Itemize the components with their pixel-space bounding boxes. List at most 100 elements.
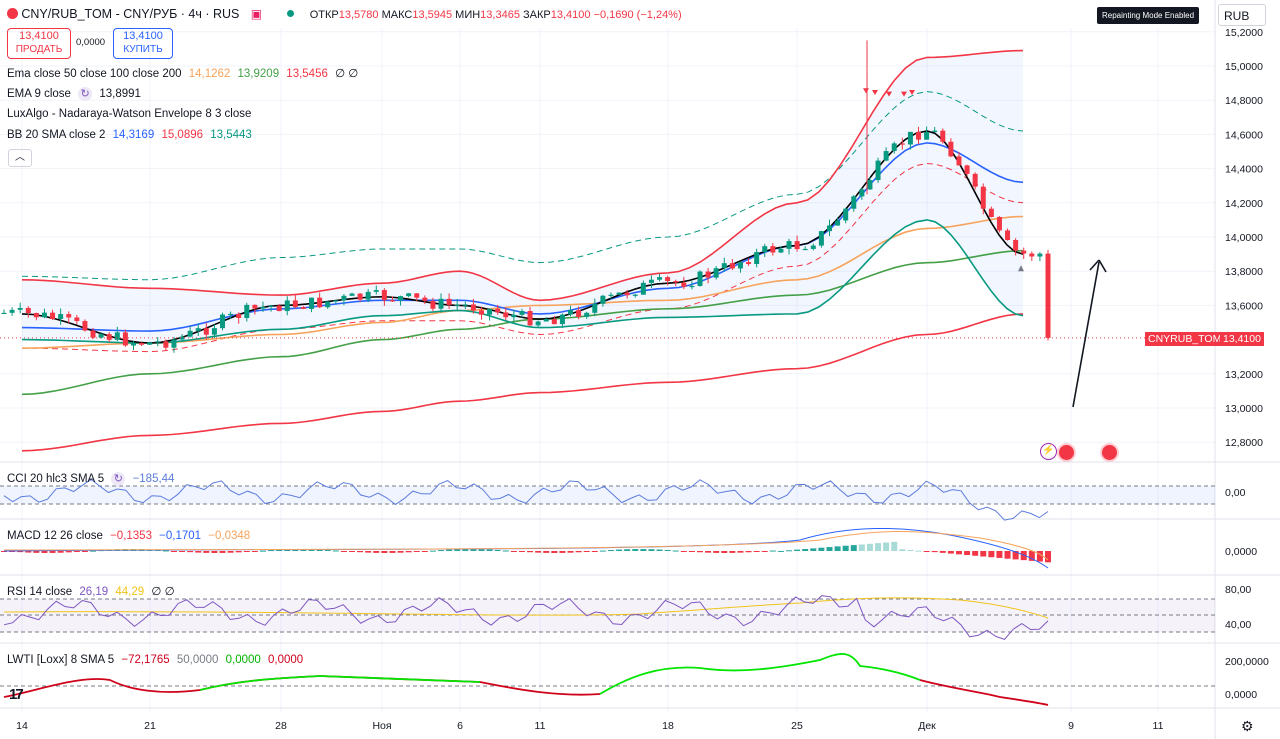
macd-histogram-bar: [1036, 551, 1043, 562]
candle-body: [325, 301, 331, 308]
candle-body: [58, 314, 64, 320]
macd-histogram-bar: [41, 551, 48, 553]
candle-body: [600, 295, 606, 304]
candle-body: [333, 300, 339, 302]
macd-v3: −0,0348: [208, 530, 251, 542]
macd-histogram-bar: [551, 551, 558, 553]
currency-select[interactable]: RUB: [1218, 4, 1266, 26]
lightning-icon[interactable]: ⚡: [1040, 443, 1057, 460]
candle-body: [576, 310, 582, 317]
macd-histogram-bar: [462, 549, 469, 551]
candle-body: [673, 281, 679, 283]
macd-histogram-bar: [527, 551, 534, 553]
sell-signal-marker: [901, 91, 907, 97]
candle-body: [187, 330, 193, 337]
close-value: 13,4100: [550, 9, 591, 21]
macd-histogram-bar: [227, 551, 234, 553]
macd-histogram-bar: [332, 550, 339, 552]
macd-v1: −0,1353: [110, 530, 152, 542]
macd-histogram-bar: [211, 551, 218, 553]
candle-body: [940, 130, 946, 142]
rsi-v1: 26,19: [79, 586, 109, 598]
buy-button[interactable]: 13,4100 КУПИТЬ: [113, 28, 173, 59]
lwti-legend[interactable]: LWTI [Loxx] 8 SMA 5 −72,1765 50,0000 0,0…: [7, 654, 307, 666]
macd-legend[interactable]: MACD 12 26 close −0,1353 −0,1701 −0,0348: [7, 530, 254, 542]
macd-histogram-bar: [688, 551, 695, 552]
macd-histogram-bar: [826, 547, 833, 551]
candle-body: [794, 241, 800, 250]
price-tick-label: 15,2000: [1225, 27, 1263, 39]
legend-bb-v3: 13,5443: [210, 129, 252, 141]
candle-body: [932, 130, 938, 133]
candle-body: [737, 262, 743, 269]
change-value: −0,1690 (−1,24%): [593, 9, 682, 21]
main-plot-area: [0, 40, 1215, 452]
sell-label: ПРОДАТЬ: [15, 44, 63, 55]
macd-histogram-bar: [203, 551, 210, 553]
chevron-up-icon[interactable]: ︿: [8, 149, 32, 167]
candle-body: [972, 173, 978, 187]
tradingview-logo: 17: [9, 686, 24, 703]
candle-body: [786, 241, 792, 249]
candle-body: [778, 248, 784, 253]
macd-histogram-bar: [179, 551, 186, 552]
candle-body: [268, 305, 274, 307]
symbol-logo-icon: [7, 8, 18, 19]
alert-icon[interactable]: ▣: [250, 7, 263, 21]
lwti-label: LWTI [Loxx] 8 SMA 5: [7, 654, 115, 666]
macd-histogram-bar: [1028, 551, 1035, 561]
macd-histogram-bar: [575, 551, 582, 553]
candle-body: [422, 297, 428, 301]
refresh-icon[interactable]: ↻: [78, 87, 93, 101]
candle-body: [309, 297, 315, 309]
legend-ema[interactable]: Ema close 50 close 100 close 200 14,1262…: [7, 66, 362, 80]
event-flag-icon[interactable]: [1057, 443, 1076, 462]
macd-histogram-bar: [648, 549, 655, 551]
lwti-v2: 50,0000: [176, 654, 219, 666]
ema50-line: [21, 215, 1024, 349]
event-flag-icon[interactable]: [1100, 443, 1119, 462]
candle-body: [147, 342, 153, 345]
macd-histogram-bar: [486, 549, 493, 551]
settings-gear-icon[interactable]: ⚙: [1241, 718, 1254, 734]
candle-body: [770, 246, 776, 253]
time-tick-label: 11: [1153, 720, 1164, 732]
candle-body: [446, 298, 452, 305]
candle-body: [114, 332, 120, 340]
candle-body: [843, 208, 849, 221]
candle-body: [220, 314, 226, 329]
price-tick-label: 13,8000: [1225, 266, 1263, 278]
candle-body: [713, 268, 719, 278]
price-tick-label: 13,6000: [1225, 300, 1263, 312]
legend-lux[interactable]: LuxAlgo - Nadaraya-Watson Envelope 8 3 c…: [7, 108, 255, 120]
sell-button[interactable]: 13,4100 ПРОДАТЬ: [7, 28, 71, 59]
price-tick-label: 13,0000: [1225, 403, 1263, 415]
cci-legend[interactable]: CCI 20 hlc3 SMA 5 ↻ −185,44: [7, 472, 178, 486]
legend-bb[interactable]: BB 20 SMA close 2 14,3169 15,0896 13,544…: [7, 129, 256, 141]
candle-body: [818, 231, 824, 246]
macd-histogram-bar: [769, 550, 776, 552]
legend-ema9[interactable]: EMA 9 close ↻ 13,8991: [7, 87, 145, 101]
rsi-legend[interactable]: RSI 14 close 26,19 44,29 ∅ ∅: [7, 584, 179, 598]
candle-body: [341, 295, 347, 301]
candle-body: [90, 330, 96, 338]
candle-body: [519, 310, 525, 315]
candle-body: [503, 312, 509, 318]
macd-histogram-bar: [65, 551, 72, 553]
buy-label: КУПИТЬ: [123, 44, 163, 55]
symbol-title[interactable]: CNY/RUB_TOM - CNY/РУБ · 4ч · RUS: [21, 7, 240, 21]
candle-body: [74, 317, 80, 322]
macd-histogram-bar: [308, 549, 315, 551]
candle-body: [228, 313, 234, 316]
legend-bb-label: BB 20 SMA close 2: [7, 129, 106, 141]
macd-histogram-bar: [931, 551, 938, 553]
high-value: 13,5945: [412, 9, 453, 21]
macd-histogram-bar: [955, 551, 962, 555]
macd-histogram-bar: [33, 551, 40, 553]
candle-body: [859, 189, 865, 197]
candle-body: [50, 312, 56, 320]
macd-histogram-bar: [705, 551, 712, 553]
cci-value: −185,44: [132, 473, 175, 485]
refresh-icon[interactable]: ↻: [111, 472, 126, 486]
